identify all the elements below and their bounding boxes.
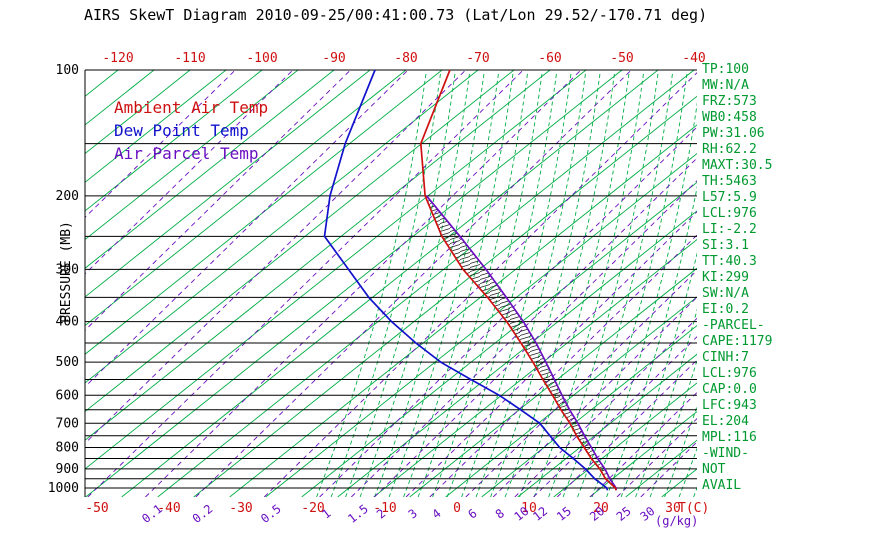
stat-line: TP:100 [702, 62, 749, 77]
stat-line: EL:204 [702, 414, 749, 429]
stat-line: LCL:976 [702, 206, 757, 221]
mixing-ratio-tick: 6 [465, 506, 479, 521]
bottom-axis-tick: -20 [301, 501, 324, 516]
temp-unit-label: T(C) [678, 501, 709, 516]
stat-line: SI:3.1 [702, 238, 749, 253]
mixing-ratio-tick: 1.5 [345, 502, 371, 526]
mixing-ratio-unit-label: (g/kg) [655, 514, 698, 528]
stat-line: MW:N/A [702, 78, 749, 93]
stat-line: -PARCEL- [702, 318, 765, 333]
pressure-gridlines [84, 69, 697, 497]
stat-line: MAXT:30.5 [702, 158, 773, 173]
top-axis-tick: -90 [322, 51, 345, 66]
bottom-axis-tick: 30 [665, 501, 681, 516]
mixing-ratio-tick: 25 [614, 504, 634, 524]
bottom-axis-tick: -50 [85, 501, 108, 516]
top-axis-tick: -50 [610, 51, 633, 66]
stat-line: NOT [702, 462, 726, 477]
mixing-ratio-tick: 8 [493, 506, 507, 521]
stat-line: LCL:976 [702, 366, 757, 381]
mixing-ratio-tick: 4 [429, 506, 443, 521]
stat-line: CAPE:1179 [702, 334, 773, 349]
pressure-tick: 100 [56, 63, 79, 78]
top-axis-tick: -80 [394, 51, 417, 66]
top-axis-tick: -70 [466, 51, 489, 66]
pressure-tick: 800 [56, 440, 79, 455]
mixing-ratio-tick: 1 [319, 506, 333, 521]
stat-line: TT:40.3 [702, 254, 757, 269]
bottom-axis-tick: -40 [157, 501, 180, 516]
stat-line: PW:31.06 [702, 126, 765, 141]
bottom-axis-tick: 10 [521, 501, 537, 516]
chart-legend: Ambient Air Temp Dew Point Temp Air Parc… [114, 96, 268, 165]
curve-ambient-air-temp [419, 69, 617, 491]
stat-line: LI:-2.2 [702, 222, 757, 237]
top-axis-tick: -120 [102, 51, 133, 66]
top-axis-tick: -40 [682, 51, 705, 66]
legend-dew-point-temp: Dew Point Temp [114, 121, 249, 140]
pressure-tick: 700 [56, 416, 79, 431]
legend-ambient-air-temp: Ambient Air Temp [114, 98, 269, 117]
pressure-axis-label: PRESSURE (MB) [59, 221, 74, 323]
mixing-ratio-tick: 0.5 [258, 502, 284, 526]
pressure-tick: 200 [56, 189, 79, 204]
stat-line: AVAIL [702, 478, 742, 493]
curve-dew-point-temp [323, 69, 609, 491]
top-axis-tick: -110 [174, 51, 205, 66]
stat-line: WB0:458 [702, 110, 757, 125]
mixing-ratio-tick: 3 [406, 506, 420, 521]
mixing-ratio-tick: 0.2 [190, 502, 216, 526]
axis-labels: -120 -110 -100 -90 -80 -70 -60 -50 -40-50 -40 -30-… [48, 51, 710, 528]
stat-line: CAP:0.0 [702, 382, 757, 397]
bottom-axis-tick: 20 [593, 501, 609, 516]
chart-title: AIRS SkewT Diagram 2010-09-25/00:41:00.7… [84, 6, 708, 24]
stat-line: CINH:7 [702, 350, 749, 365]
curve-air-parcel-temp [425, 195, 617, 491]
stat-line: MPL:116 [702, 430, 757, 445]
stat-line: RH:62.2 [702, 142, 757, 157]
background-grid [85, 70, 697, 497]
stat-line: FRZ:573 [702, 94, 757, 109]
stat-line: KI:299 [702, 270, 749, 285]
top-axis-tick: -100 [246, 51, 277, 66]
pressure-tick: 600 [56, 388, 79, 403]
stat-line: EI:0.2 [702, 302, 749, 317]
stat-line: LFC:943 [702, 398, 757, 413]
stats-panel: TP:100 MW:N/A FRZ:573 WB0:458 PW:31.06 RH:62.… [702, 62, 772, 494]
pressure-tick: 500 [56, 355, 79, 370]
bottom-axis-tick: -30 [229, 501, 252, 516]
stat-line: SW:N/A [702, 286, 749, 301]
stat-line: -WIND- [702, 446, 749, 461]
top-axis-tick: -60 [538, 51, 561, 66]
bottom-axis-tick: 0 [453, 501, 461, 516]
mixing-ratio-tick: 15 [554, 504, 574, 524]
pressure-tick: 400 [56, 315, 79, 330]
stat-line: TH:5463 [702, 174, 757, 189]
pressure-tick: 900 [56, 462, 79, 477]
stat-line: L57:5.9 [702, 190, 757, 205]
pressure-tick: 1000 [48, 481, 79, 496]
legend-air-parcel-temp: Air Parcel Temp [114, 144, 259, 163]
cape-hatched-area [426, 199, 610, 478]
pressure-tick: 300 [56, 262, 79, 277]
bottom-axis-tick: -10 [373, 501, 396, 516]
